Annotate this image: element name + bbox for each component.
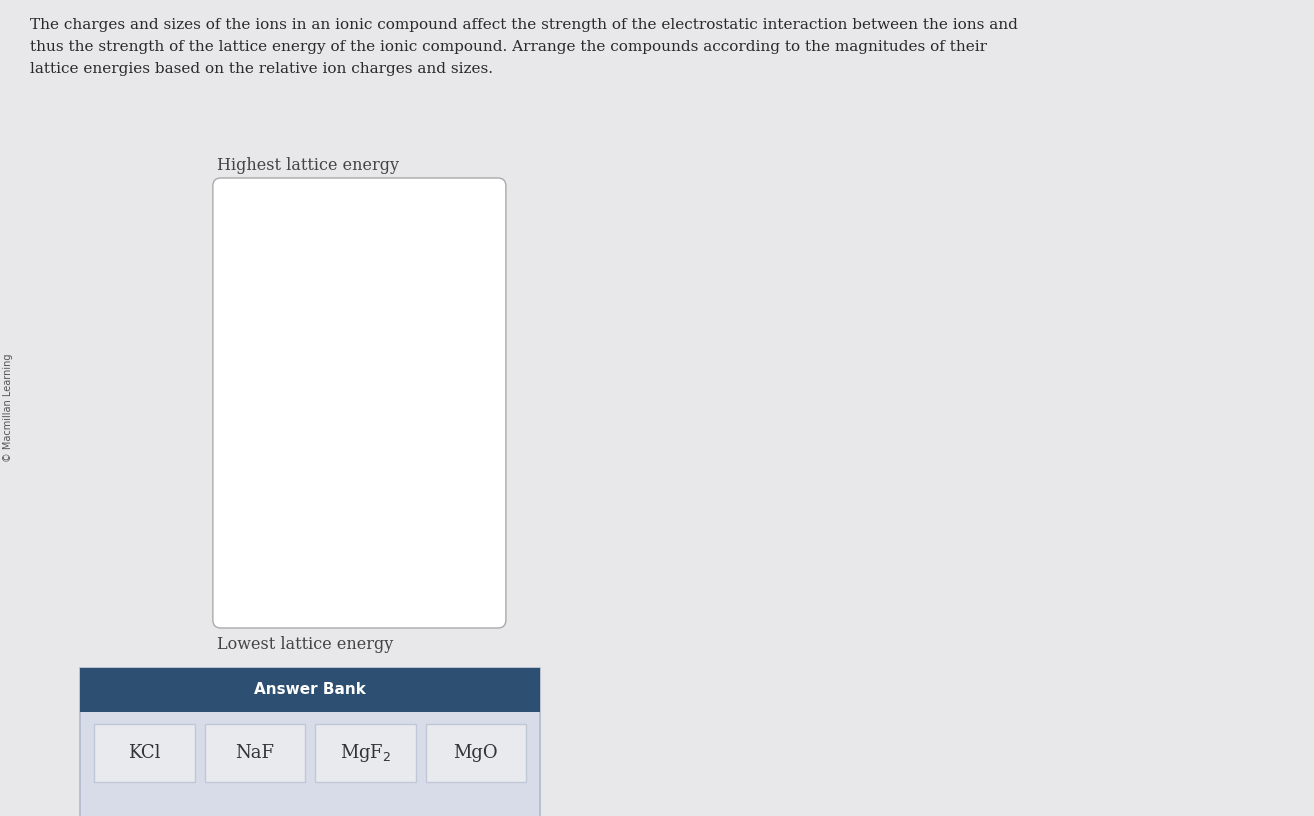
FancyBboxPatch shape bbox=[213, 178, 506, 628]
FancyBboxPatch shape bbox=[80, 668, 540, 816]
Text: Highest lattice energy: Highest lattice energy bbox=[217, 157, 399, 174]
Text: MgF$_2$: MgF$_2$ bbox=[339, 742, 392, 764]
FancyBboxPatch shape bbox=[205, 724, 305, 782]
FancyBboxPatch shape bbox=[315, 724, 415, 782]
Text: thus the strength of the lattice energy of the ionic compound. Arrange the compo: thus the strength of the lattice energy … bbox=[30, 40, 987, 54]
FancyBboxPatch shape bbox=[95, 724, 194, 782]
FancyBboxPatch shape bbox=[80, 668, 540, 712]
Text: lattice energies based on the relative ion charges and sizes.: lattice energies based on the relative i… bbox=[30, 62, 493, 76]
Text: Answer Bank: Answer Bank bbox=[254, 682, 365, 698]
Text: KCl: KCl bbox=[127, 744, 160, 762]
Text: The charges and sizes of the ions in an ionic compound affect the strength of th: The charges and sizes of the ions in an … bbox=[30, 18, 1018, 32]
Text: NaF: NaF bbox=[235, 744, 275, 762]
Text: MgO: MgO bbox=[453, 744, 498, 762]
FancyBboxPatch shape bbox=[426, 724, 526, 782]
Text: Lowest lattice energy: Lowest lattice energy bbox=[217, 636, 393, 653]
Text: © Macmillan Learning: © Macmillan Learning bbox=[3, 354, 13, 462]
